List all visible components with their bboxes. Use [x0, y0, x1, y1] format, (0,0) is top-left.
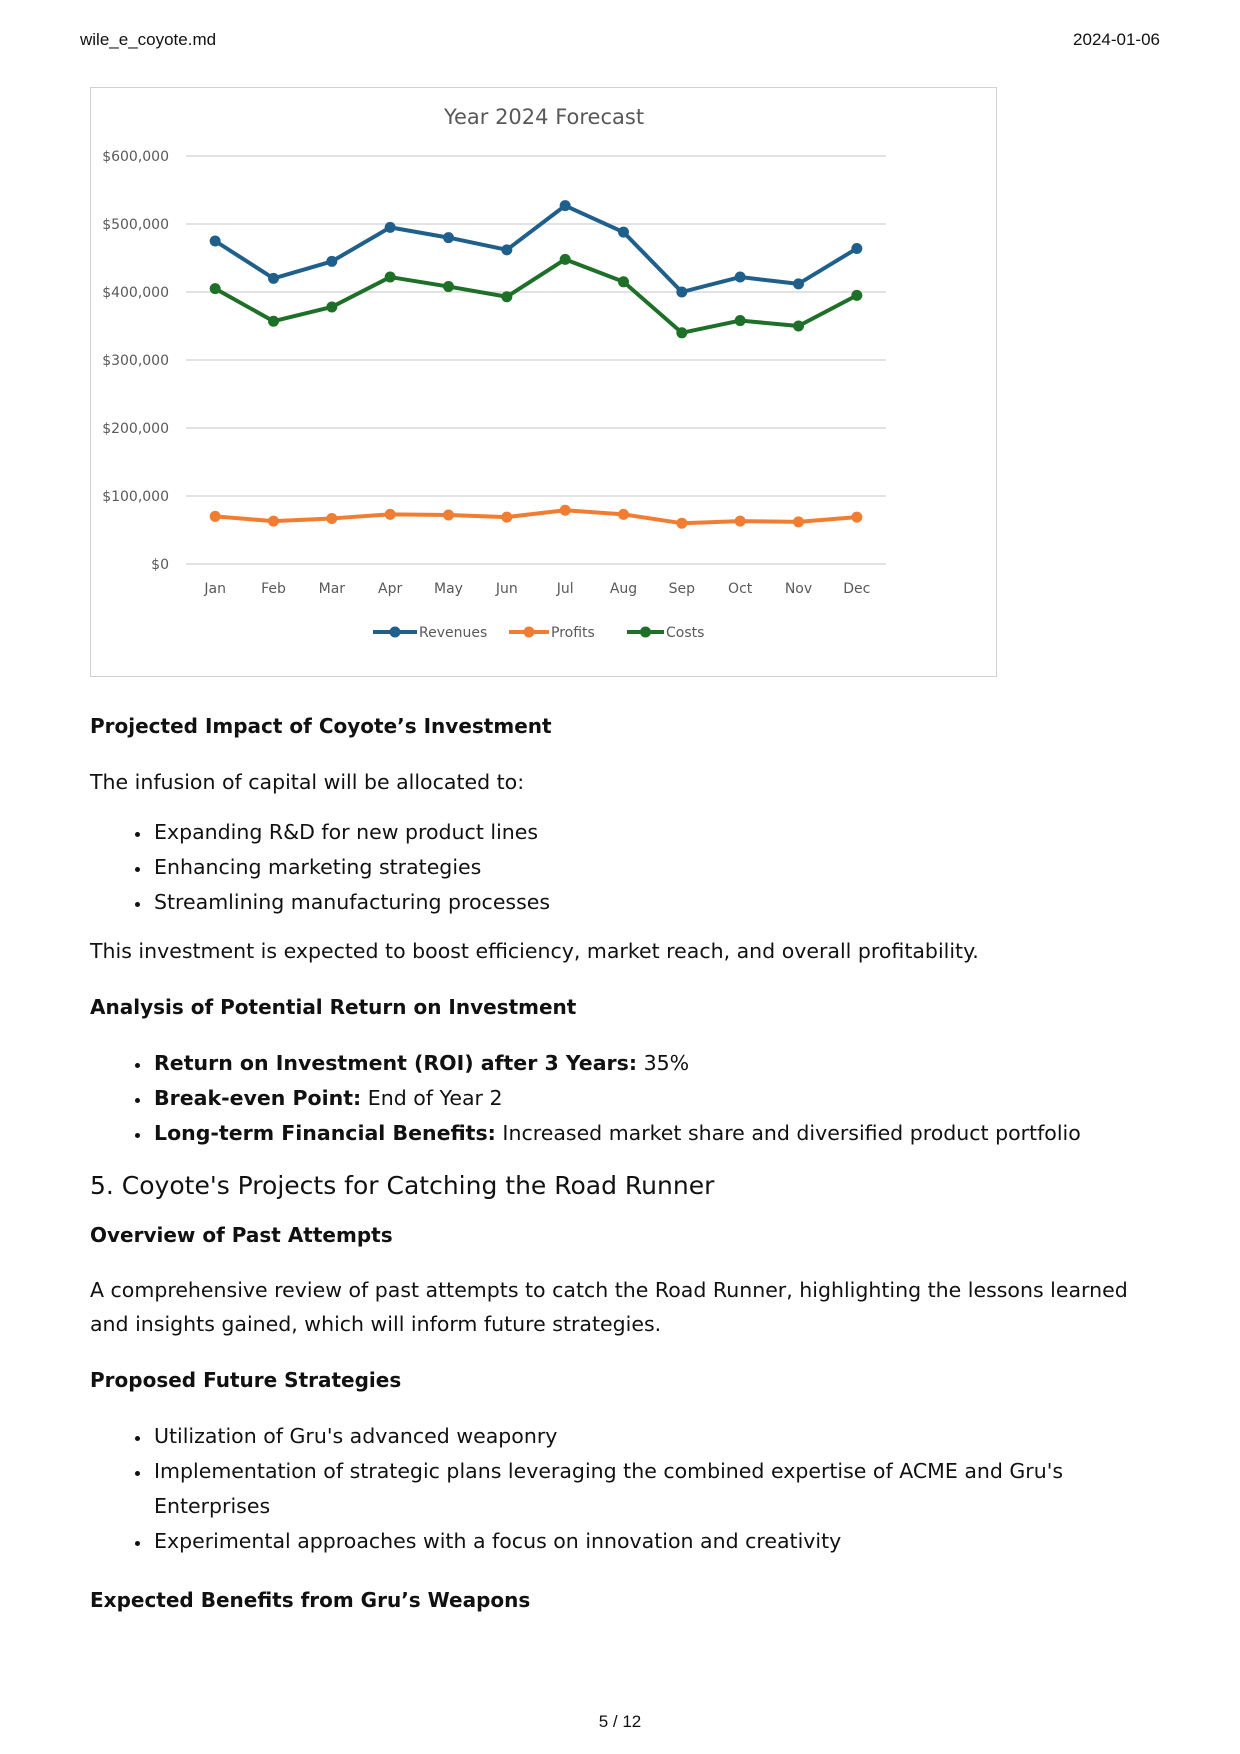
data-point-revenues	[443, 232, 454, 244]
data-point-revenues	[851, 242, 863, 254]
breakeven-label: Break-even Point:	[154, 1086, 362, 1110]
data-point-costs	[851, 289, 863, 301]
y-tick-label: $600,000	[102, 149, 169, 165]
series-line-profits	[213, 508, 859, 526]
roi-label: Return on Investment (ROI) after 3 Years…	[154, 1051, 638, 1075]
data-point-profits	[676, 517, 688, 529]
data-point-revenues	[384, 221, 396, 233]
legend-marker-profits	[523, 626, 535, 638]
future-heading: Proposed Future Strategies	[90, 1368, 402, 1392]
roi-value: 35%	[643, 1051, 690, 1075]
forecast-chart-svg: Year 2024 Forecast $0 $100,000 $200,000 $300…	[102, 105, 886, 641]
x-tick-label: Aug	[610, 581, 637, 597]
list-item: Utilization of Gru's advanced weaponry	[152, 1419, 1160, 1454]
x-tick-label: Jun	[495, 581, 518, 597]
data-point-profits	[559, 504, 571, 516]
legend-marker-costs	[640, 626, 651, 638]
x-tick-label: Feb	[261, 581, 286, 597]
x-tick-label: Nov	[785, 581, 812, 597]
y-tick-label: $500,000	[102, 217, 169, 233]
legend-label-revenues: Revenues	[419, 625, 487, 641]
document-body: Projected Impact of Coyote’s Investment …	[90, 712, 1160, 1614]
data-point-profits	[851, 511, 863, 523]
breakeven-value: End of Year 2	[367, 1086, 503, 1110]
data-point-revenues	[326, 255, 338, 267]
data-point-profits	[501, 511, 513, 523]
list-item: Implementation of strategic plans levera…	[152, 1454, 1160, 1524]
list-item: Long-term Financial Benefits: Increased …	[152, 1116, 1160, 1151]
x-tick-label: Dec	[843, 581, 870, 597]
data-point-costs	[384, 271, 396, 283]
data-point-revenues	[209, 235, 221, 247]
data-point-costs	[268, 315, 279, 327]
chart-title: Year 2024 Forecast	[443, 105, 644, 129]
data-point-costs	[209, 283, 221, 295]
page-number: 5 / 12	[598, 1712, 642, 1731]
y-tick-label: $300,000	[102, 353, 169, 369]
document-date: 2024-01-06	[1073, 30, 1160, 49]
x-tick-label: Jan	[203, 581, 226, 597]
data-point-profits	[384, 508, 396, 520]
list-item: Enhancing marketing strategies	[152, 850, 1160, 885]
data-point-profits	[734, 515, 746, 527]
past-heading: Overview of Past Attempts	[90, 1223, 393, 1247]
data-point-profits	[618, 508, 629, 520]
legend-label-costs: Costs	[666, 625, 704, 641]
list-item: Break-even Point: End of Year 2	[152, 1081, 1160, 1116]
data-point-costs	[501, 291, 513, 303]
y-tick-label: $100,000	[102, 489, 169, 505]
roi-heading: Analysis of Potential Return on Investme…	[90, 995, 577, 1019]
y-tick-label: $200,000	[102, 421, 169, 437]
y-tick-label: $400,000	[102, 285, 169, 301]
data-point-profits	[326, 512, 338, 524]
series-line-costs	[213, 257, 859, 335]
x-tick-label: Apr	[378, 581, 402, 597]
data-point-profits	[268, 515, 279, 527]
data-point-costs	[734, 315, 746, 327]
list-item: Experimental approaches with a focus on …	[152, 1524, 1160, 1559]
data-point-costs	[618, 276, 629, 288]
document-filename: wile_e_coyote.md	[80, 30, 217, 49]
data-point-costs	[559, 253, 571, 265]
data-point-revenues	[559, 200, 571, 212]
benefits-label: Long-term Financial Benefits:	[154, 1121, 496, 1145]
x-tick-label: May	[434, 581, 463, 597]
x-tick-label: Sep	[669, 581, 696, 597]
data-point-revenues	[268, 272, 279, 284]
list-item: Streamlining manufacturing processes	[152, 885, 1160, 920]
impact-heading: Projected Impact of Coyote’s Investment	[90, 714, 552, 738]
x-tick-label: Jul	[556, 581, 574, 597]
list-item: Return on Investment (ROI) after 3 Years…	[152, 1046, 1160, 1081]
impact-list: Expanding R&D for new product lines Enha…	[90, 815, 1160, 920]
data-point-costs	[793, 320, 804, 332]
future-list: Utilization of Gru's advanced weaponry I…	[90, 1419, 1160, 1559]
y-tick-label: $0	[151, 557, 169, 573]
benefits-value: Increased market share and diversified p…	[502, 1121, 1081, 1145]
page-header: wile_e_coyote.md 2024-01-06	[80, 30, 1160, 54]
benefits-heading: Expected Benefits from Gru’s Weapons	[90, 1588, 531, 1612]
forecast-chart: Year 2024 Forecast $0 $100,000 $200,000 $300…	[90, 87, 997, 677]
data-point-revenues	[676, 286, 688, 298]
legend-marker-revenues	[389, 626, 401, 638]
impact-summary: This investment is expected to boost eff…	[90, 939, 979, 963]
list-item: Expanding R&D for new product lines	[152, 815, 1160, 850]
section5-title: 5. Coyote's Projects for Catching the Ro…	[90, 1171, 715, 1200]
data-point-profits	[443, 509, 454, 521]
past-text: A comprehensive review of past attempts …	[90, 1278, 1128, 1336]
x-tick-label: Oct	[728, 581, 753, 597]
series-line-revenues	[213, 203, 859, 294]
data-point-revenues	[501, 244, 513, 256]
data-point-profits	[793, 516, 804, 528]
data-point-revenues	[734, 271, 746, 283]
impact-intro: The infusion of capital will be allocate…	[90, 770, 525, 794]
data-point-costs	[443, 281, 454, 293]
roi-list: Return on Investment (ROI) after 3 Years…	[90, 1046, 1160, 1151]
legend-label-profits: Profits	[551, 625, 595, 641]
data-point-revenues	[618, 226, 629, 238]
data-point-costs	[676, 327, 688, 339]
x-tick-label: Mar	[319, 581, 346, 597]
data-point-profits	[209, 510, 221, 522]
data-point-costs	[326, 301, 338, 313]
data-point-revenues	[793, 278, 804, 290]
